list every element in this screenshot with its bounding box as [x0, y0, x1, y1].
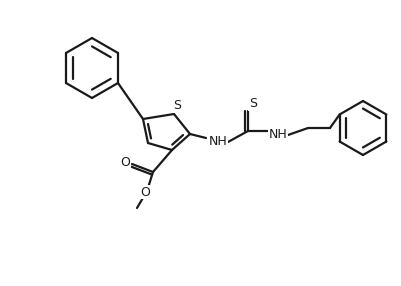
- Text: NH: NH: [208, 136, 227, 148]
- Text: S: S: [172, 100, 180, 112]
- Text: S: S: [248, 98, 256, 110]
- Text: NH: NH: [268, 128, 287, 142]
- Text: O: O: [140, 186, 150, 198]
- Text: O: O: [120, 156, 130, 170]
